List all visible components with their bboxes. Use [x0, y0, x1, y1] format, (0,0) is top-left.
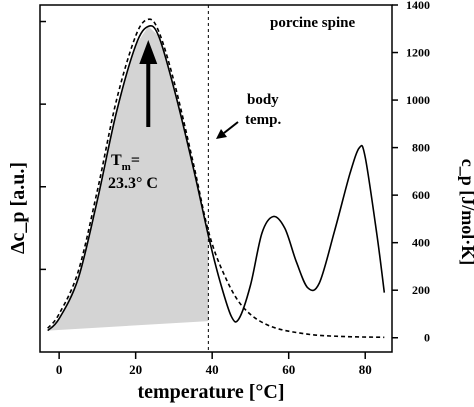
tm-arrow-head: [139, 40, 158, 64]
y-tick-label-right: 1200: [406, 46, 430, 60]
body-temp-label-line2: temp.: [245, 112, 281, 128]
body-temp-label-line1: body: [247, 92, 279, 108]
y-tick-label-right: 0: [424, 331, 430, 345]
x-tick-label: 40: [206, 362, 219, 377]
dashed-curve: [47, 18, 385, 339]
enthalpy-fill: [47, 27, 209, 331]
body-temp-arrow-shaft: [223, 121, 239, 134]
y-tick-label-right: 400: [412, 236, 430, 250]
y-axis-title-left: Δc_p [a.u.]: [7, 162, 29, 254]
y-axis-right: 0 200 400 600 800 1000 1200 1400: [40, 0, 430, 345]
shaded-enthalpy-area: [47, 27, 209, 331]
y-axis-title-right: c_p [J/mol·K]: [458, 159, 474, 266]
x-tick-label: 20: [129, 362, 142, 377]
x-tick-label: 80: [359, 362, 372, 377]
body-temp-arrow-head: [216, 129, 227, 139]
x-axis-title: temperature [°C]: [137, 381, 284, 403]
x-tick-label: 60: [282, 362, 295, 377]
tm-value: 23.3° C: [108, 175, 158, 192]
y-tick-label-right: 800: [412, 141, 430, 155]
plot-frame: [39, 4, 393, 353]
y-tick-label-right: 200: [412, 283, 430, 297]
y-tick-label-right: 1000: [406, 93, 430, 107]
tm-label: Tm=: [111, 152, 140, 173]
x-tick-label: 0: [56, 362, 63, 377]
solid-curve: [47, 24, 386, 332]
x-axis: 0 20 40 60 80: [56, 352, 372, 377]
markers-layer: [139, 5, 239, 352]
sample-label: porcine spine: [270, 15, 355, 31]
y-tick-label-right: 600: [412, 188, 430, 202]
y-tick-label-right: 1400: [406, 0, 430, 12]
plot-border: [39, 4, 393, 353]
series-layer: [47, 18, 386, 339]
